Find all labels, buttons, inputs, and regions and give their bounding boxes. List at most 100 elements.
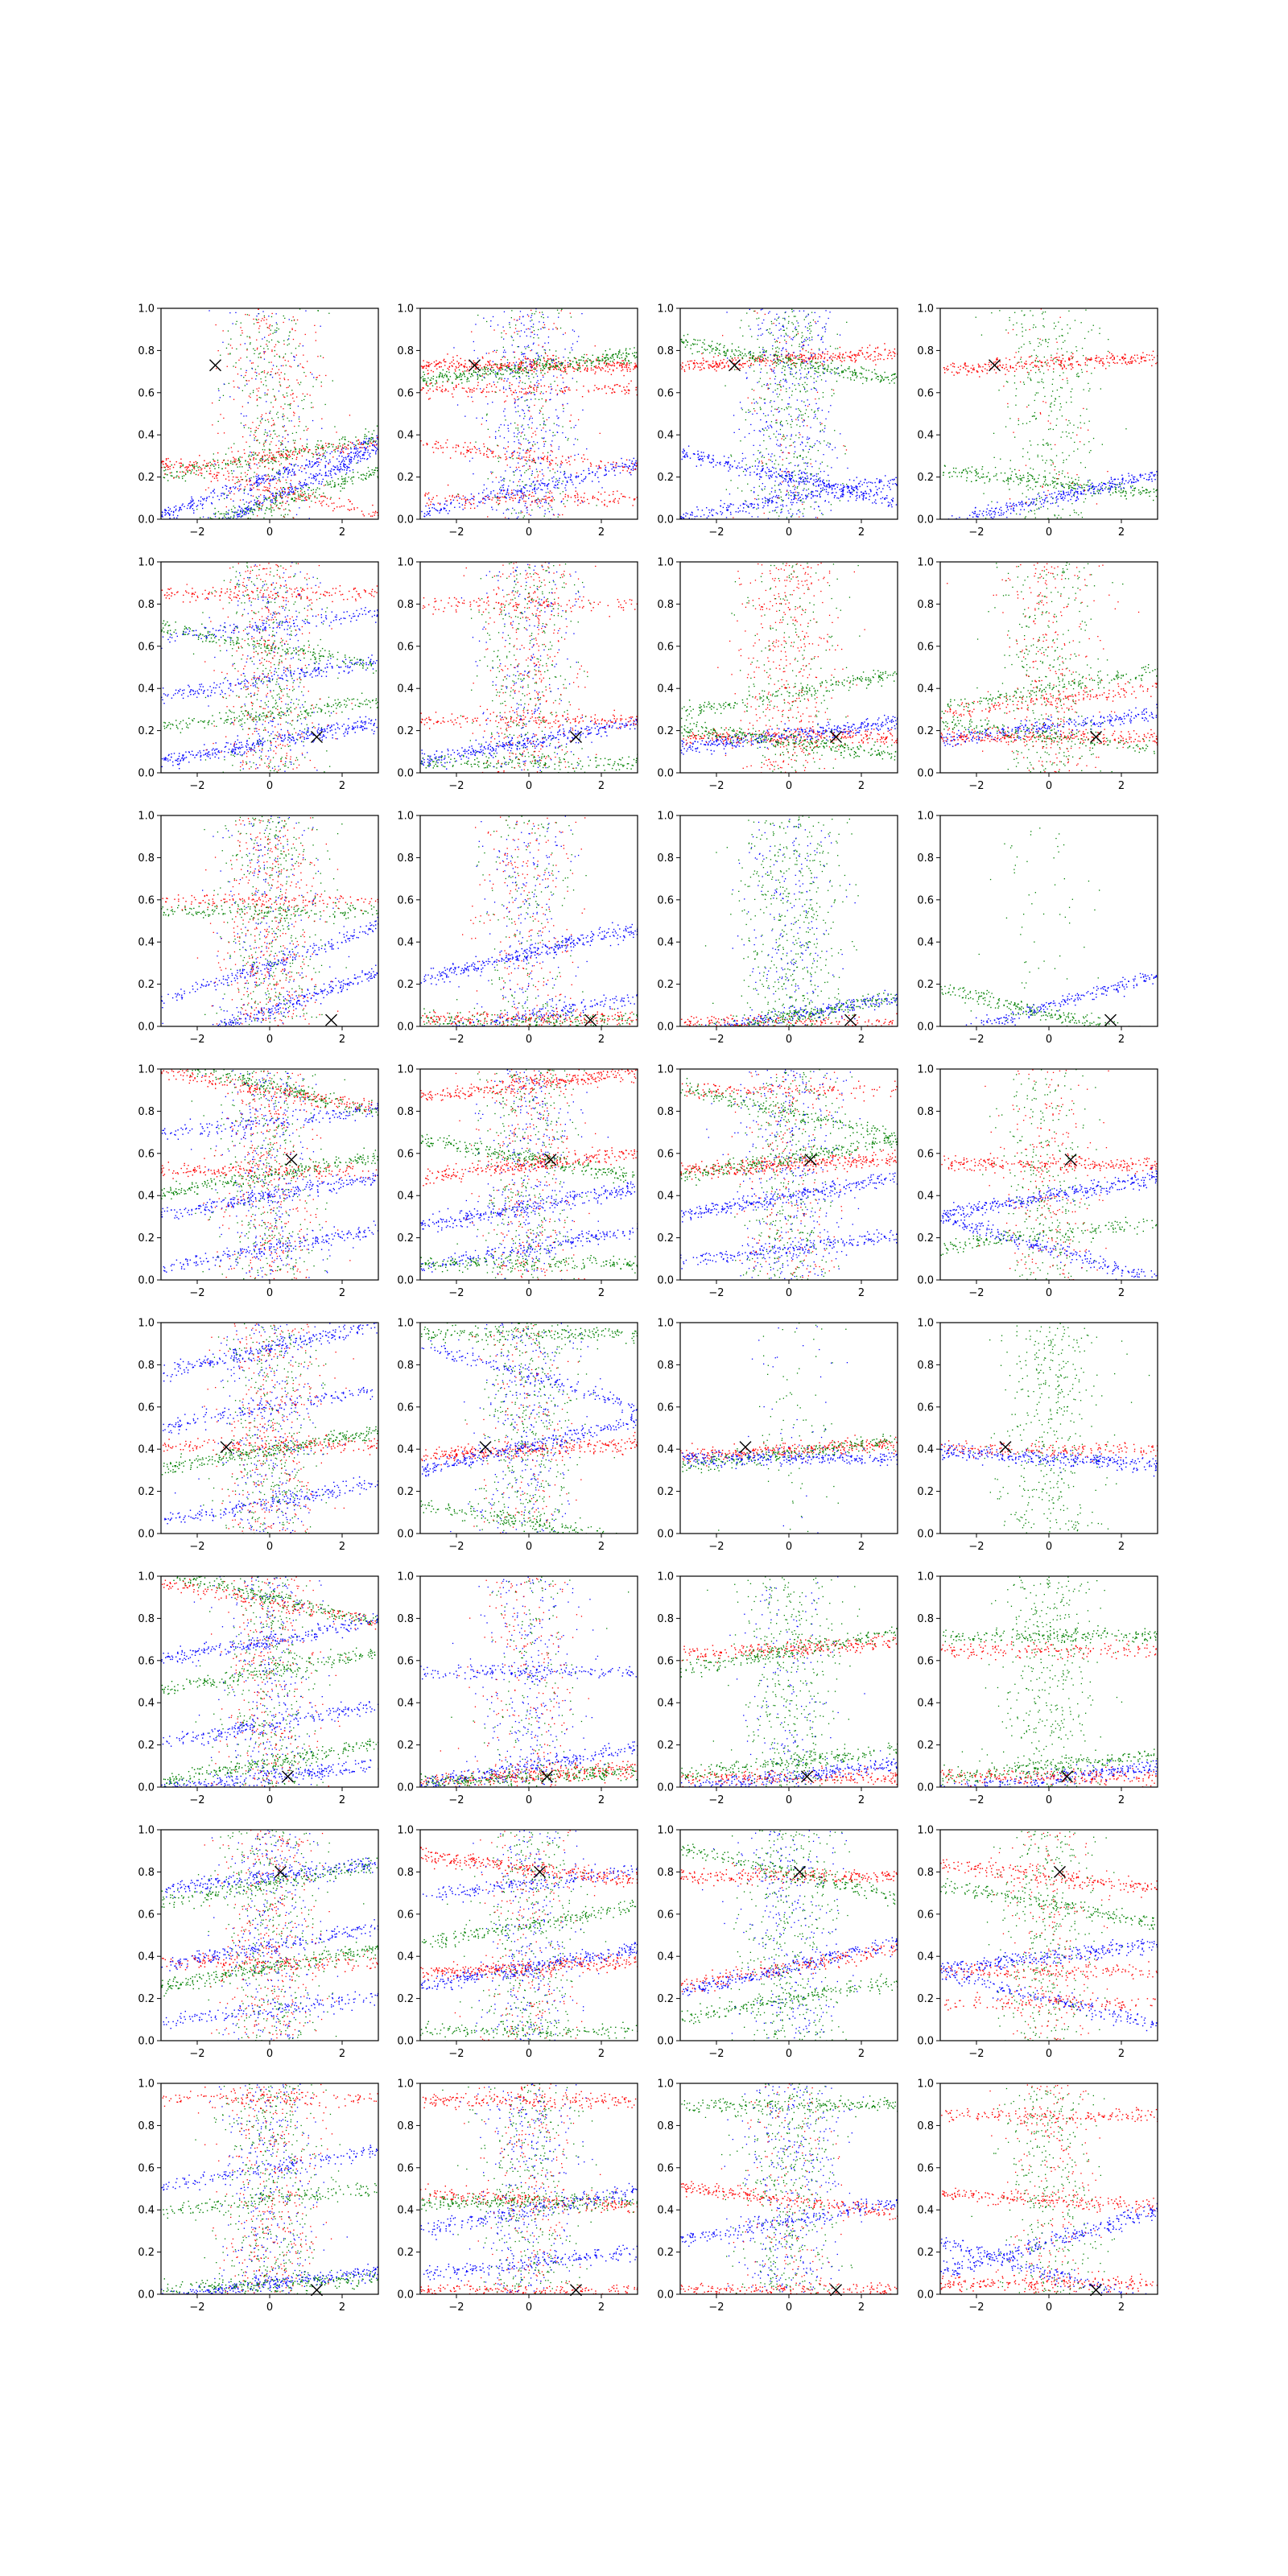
- panel-r3-c3: −2 0 2 0.0 0.2 0.4 0.6 0.8 1.0: [657, 811, 898, 1046]
- series-blue-band-3: [943, 471, 1158, 519]
- series-green-band-4: [161, 1857, 378, 1909]
- y-tick-label: 1.0: [917, 303, 934, 316]
- y-tick-label: 0.8: [138, 2120, 155, 2132]
- y-tick-label: 0.8: [397, 852, 414, 865]
- scatter-points: [420, 1576, 638, 1787]
- y-tick-label: 0.8: [657, 2120, 674, 2132]
- x-tick-label: −2: [189, 780, 204, 792]
- x-marker: [285, 1154, 298, 1166]
- axes-frame: [679, 1322, 898, 1534]
- scatter-points: [161, 1830, 378, 2041]
- scatter-points: [420, 1323, 638, 1534]
- axes-frame: [939, 2083, 1158, 2295]
- panel-r7-c4: −2 0 2 0.0 0.2 0.4 0.6 0.8 1.0: [917, 1825, 1158, 2060]
- panel-r2-c4: −2 0 2 0.0 0.2 0.4 0.6 0.8 1.0: [917, 557, 1158, 792]
- x-tick-label: 2: [858, 1287, 865, 1299]
- series-blue-band-2: [940, 1167, 1158, 1224]
- y-tick-label: 1.0: [397, 303, 414, 316]
- y-tick-label: 0.4: [138, 2205, 155, 2217]
- y-tick-label: 0.2: [138, 472, 155, 484]
- panel-r4-c2: −2 0 2 0.0 0.2 0.4 0.6 0.8 1.0: [397, 1064, 638, 1299]
- x-tick-label: 2: [598, 780, 605, 792]
- scatter-points: [161, 1323, 378, 1534]
- series-blue-band-5: [423, 2244, 638, 2281]
- x-tick-label: −2: [448, 2048, 464, 2060]
- x-tick-label: −2: [708, 1287, 724, 1299]
- y-tick-label: 0.6: [397, 387, 414, 399]
- x-tick-label: −2: [448, 1794, 464, 1806]
- series-red-cloud-2: [978, 1069, 1109, 1280]
- x-tick-label: 0: [526, 1034, 532, 1046]
- y-tick-label: 0.8: [917, 2120, 934, 2132]
- y-tick-label: 0.4: [397, 937, 414, 949]
- y-tick-label: 0.0: [917, 2036, 934, 2048]
- x-tick-label: 0: [266, 1287, 273, 1299]
- x-tick-label: 0: [526, 1541, 532, 1553]
- series-green-cloud-2: [457, 308, 597, 519]
- series-blue-band-3: [941, 1212, 1158, 1280]
- panel-r6-c1: −2 0 2 0.0 0.2 0.4 0.6 0.8 1.0: [138, 1571, 379, 1806]
- series-red-cloud-2: [196, 817, 340, 1026]
- series-blue-band-2: [422, 1414, 637, 1477]
- y-tick-label: 0.4: [657, 937, 674, 949]
- y-tick-label: 0.8: [657, 345, 674, 357]
- x-tick-label: 0: [786, 1794, 792, 1806]
- series-blue-band-1: [208, 443, 378, 519]
- axes-frame: [160, 815, 379, 1027]
- x-tick-label: −2: [189, 1287, 204, 1299]
- y-tick-label: 1.0: [397, 1064, 414, 1076]
- y-tick-label: 0.6: [397, 641, 414, 653]
- series-green-band-4: [681, 670, 898, 721]
- x-marker: [844, 1013, 857, 1026]
- y-tick-label: 0.4: [138, 1191, 155, 1203]
- series-green-cloud-1: [970, 828, 1100, 1022]
- y-tick-label: 0.4: [657, 1951, 674, 1963]
- x-tick-label: 2: [858, 1794, 865, 1806]
- series-red-cloud-1: [717, 562, 865, 773]
- series-red-cloud-1: [462, 816, 587, 1026]
- series-red-band-4: [420, 439, 638, 474]
- series-green-band-4: [940, 1216, 1158, 1256]
- series-green-band-2: [943, 464, 1158, 502]
- x-tick-label: 0: [786, 780, 792, 792]
- x-tick-label: −2: [968, 2048, 984, 2060]
- series-green-band-2: [680, 333, 898, 384]
- series-green-cloud-1: [961, 1576, 1123, 1787]
- panel-r1-c1: −2 0 2 0.0 0.2 0.4 0.6 0.8 1.0: [138, 303, 379, 539]
- x-tick-label: −2: [448, 1034, 464, 1046]
- series-green-cloud-1: [704, 2083, 860, 2294]
- y-tick-label: 0.4: [657, 683, 674, 696]
- y-tick-label: 0.6: [917, 1148, 934, 1160]
- x-tick-label: 2: [339, 526, 345, 539]
- series-blue-band-2: [965, 972, 1158, 1026]
- y-tick-label: 0.8: [397, 1867, 414, 1879]
- axes-frame: [679, 2083, 898, 2295]
- series-blue-band-7: [161, 1759, 378, 1787]
- series-red-band-3: [940, 2270, 1158, 2294]
- x-tick-label: −2: [708, 2301, 724, 2314]
- series-green-cloud-1: [197, 1830, 365, 2041]
- y-tick-label: 1.0: [138, 557, 155, 569]
- y-tick-label: 0.6: [917, 641, 934, 653]
- x-tick-label: 2: [858, 1034, 865, 1046]
- y-tick-label: 0.0: [657, 768, 674, 780]
- series-red-cloud-2: [205, 308, 351, 519]
- y-tick-label: 1.0: [397, 1571, 414, 1583]
- x-tick-label: −2: [708, 526, 724, 539]
- y-tick-label: 0.0: [397, 768, 414, 780]
- y-tick-label: 0.8: [397, 599, 414, 611]
- series-red-cloud-2: [463, 562, 597, 773]
- x-marker: [1104, 1013, 1117, 1026]
- series-green-cloud-2: [456, 815, 587, 1026]
- y-tick-label: 0.4: [917, 1191, 934, 1203]
- x-tick-label: 2: [598, 1034, 605, 1046]
- series-red-band-2: [420, 708, 638, 732]
- axes-frame: [939, 1829, 1158, 2041]
- series-blue-band-7: [162, 1103, 378, 1140]
- series-green-band-3: [421, 1323, 638, 1346]
- y-tick-label: 1.0: [138, 2079, 155, 2091]
- series-red-band-3: [681, 1943, 898, 1992]
- scatter-points: [161, 1576, 378, 1787]
- y-tick-label: 0.8: [397, 1106, 414, 1118]
- y-tick-label: 1.0: [917, 1064, 934, 1076]
